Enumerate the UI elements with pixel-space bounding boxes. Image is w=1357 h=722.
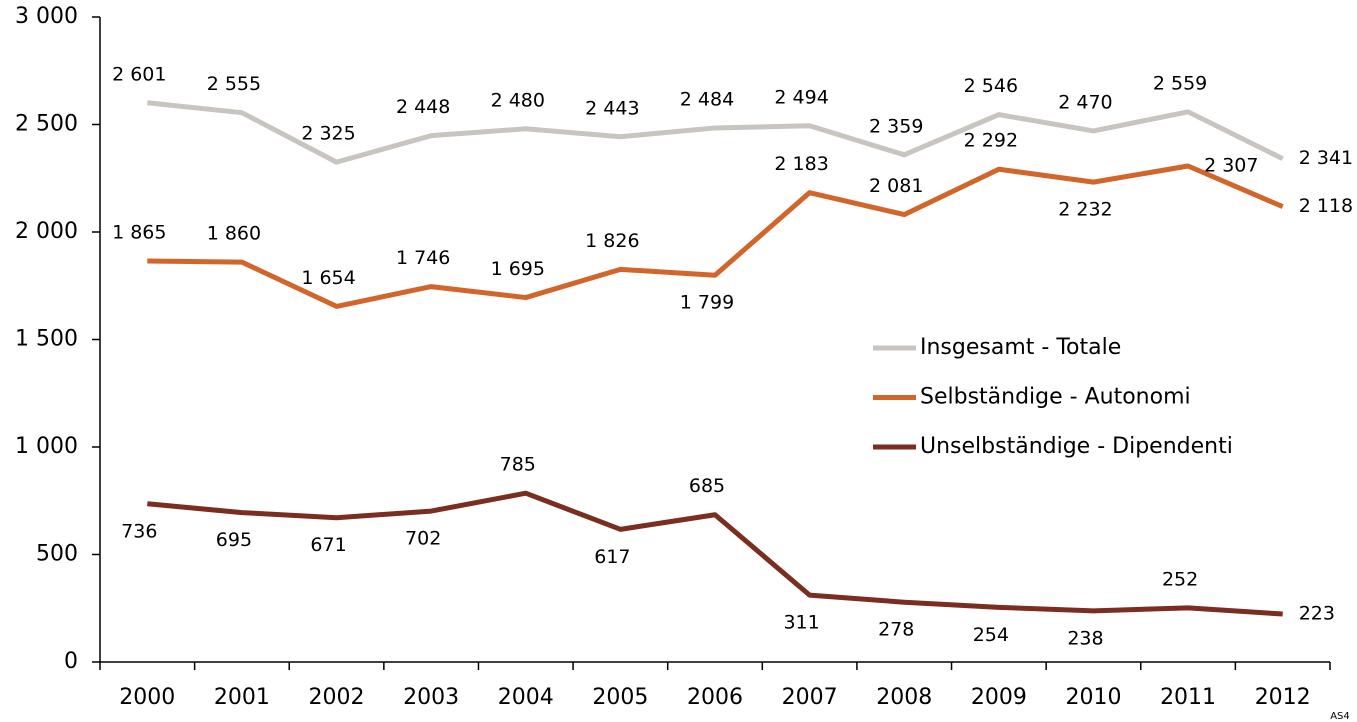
x-tick-label: 2011 — [1160, 685, 1216, 710]
x-tick-label: 2012 — [1255, 685, 1311, 710]
data-label: 238 — [1067, 627, 1103, 649]
data-label: 685 — [689, 475, 725, 497]
data-label: 2 480 — [491, 89, 545, 111]
data-label: 2 484 — [680, 88, 734, 110]
y-tick-label: 500 — [36, 542, 78, 567]
data-label: 695 — [216, 529, 252, 551]
x-tick-label: 2000 — [119, 685, 175, 710]
x-tick-label: 2006 — [687, 685, 743, 710]
y-tick-label: 2 000 — [15, 219, 78, 244]
data-label: 2 118 — [1299, 195, 1353, 217]
x-tick-label: 2009 — [971, 685, 1027, 710]
y-tick-label: 0 — [64, 649, 78, 674]
data-label: 785 — [500, 454, 536, 476]
y-tick-label: 3 000 — [15, 4, 78, 29]
data-label: 278 — [878, 619, 914, 641]
data-label: 2 081 — [869, 175, 923, 197]
x-tick-label: 2001 — [214, 685, 270, 710]
legend-label: Unselbständige - Dipendenti — [920, 434, 1233, 459]
x-tick-label: 2007 — [782, 685, 838, 710]
series-line — [147, 163, 1284, 309]
data-label: 2 183 — [774, 153, 828, 175]
x-tick-label: 2003 — [403, 685, 459, 710]
source-note: AS4 — [1330, 711, 1350, 722]
data-label: 1 865 — [112, 222, 166, 244]
data-label: 254 — [973, 624, 1009, 646]
data-label: 2 601 — [112, 63, 166, 85]
data-label: 2 470 — [1058, 91, 1112, 113]
data-label: 223 — [1299, 603, 1335, 625]
y-tick-label: 2 500 — [15, 112, 78, 137]
data-label: 2 292 — [964, 130, 1018, 152]
x-tick-label: 2005 — [592, 685, 648, 710]
data-label: 2 555 — [207, 73, 261, 95]
data-label: 1 695 — [491, 258, 545, 280]
data-label: 1 826 — [585, 230, 639, 252]
y-tick-label: 1 000 — [15, 434, 78, 459]
data-label: 2 325 — [301, 123, 355, 145]
y-tick-label: 1 500 — [15, 327, 78, 352]
data-label: 2 232 — [1058, 199, 1112, 221]
legend-label: Insgesamt - Totale — [920, 335, 1121, 360]
data-label: 671 — [310, 534, 346, 556]
series-line — [147, 490, 1283, 617]
data-label: 1 746 — [396, 247, 450, 269]
data-label: 2 443 — [585, 97, 639, 119]
x-tick-label: 2010 — [1065, 685, 1121, 710]
x-tick-label: 2008 — [876, 685, 932, 710]
data-label: 2 494 — [774, 86, 828, 108]
data-label: 2 559 — [1153, 72, 1207, 94]
data-label: 1 799 — [680, 292, 734, 314]
data-label: 736 — [121, 520, 157, 542]
data-label: 2 448 — [396, 96, 450, 118]
data-label: 2 546 — [964, 75, 1018, 97]
x-tick-label: 2002 — [309, 685, 365, 710]
data-label: 252 — [1162, 568, 1198, 590]
data-label: 2 341 — [1299, 147, 1353, 169]
x-tick-label: 2004 — [498, 685, 554, 710]
legend-label: Selbständige - Autonomi — [920, 385, 1191, 410]
data-label: 311 — [783, 612, 819, 634]
data-label: 617 — [594, 546, 630, 568]
data-label: 1 860 — [207, 223, 261, 245]
data-label: 702 — [405, 528, 441, 550]
series-line — [147, 100, 1284, 165]
data-label: 2 359 — [869, 115, 923, 137]
data-label: 2 307 — [1204, 154, 1258, 176]
data-label: 1 654 — [301, 267, 355, 289]
